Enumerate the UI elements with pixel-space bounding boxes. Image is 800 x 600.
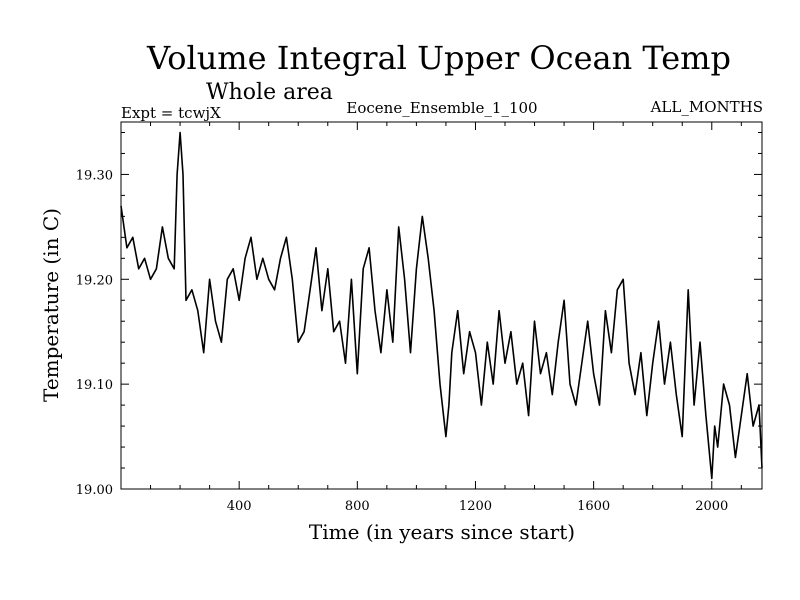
x-tick-label: 1200 (459, 499, 492, 514)
y-tick-label: 19.30 (76, 168, 113, 183)
chart-title: Volume Integral Upper Ocean Temp (146, 39, 731, 77)
header-left: Expt = tcwjX (121, 104, 221, 122)
header-right: ALL_MONTHS (650, 98, 763, 116)
x-tick-label: 400 (227, 499, 252, 514)
y-tick-label: 19.10 (76, 378, 113, 393)
y-tick-label: 19.20 (76, 273, 113, 288)
plot-frame (120, 121, 763, 490)
axis-ticks (121, 122, 762, 489)
chart-subtitle: Whole area (206, 80, 333, 105)
x-axis-label: Time (in years since start) (309, 520, 575, 544)
y-tick-label: 19.00 (76, 483, 113, 498)
header-center: Eocene_Ensemble_1_100 (346, 99, 537, 117)
axis-tick-labels: 400 800 1200 1600 2000 19.00 19.10 19.20 19.30 (76, 168, 729, 514)
x-tick-label: 2000 (695, 499, 728, 514)
x-tick-label: 1600 (577, 499, 610, 514)
temperature-series-line (120, 131, 763, 480)
series-group (120, 131, 763, 480)
y-axis-label: Temperature (in C) (39, 208, 63, 402)
x-tick-label: 800 (345, 499, 370, 514)
